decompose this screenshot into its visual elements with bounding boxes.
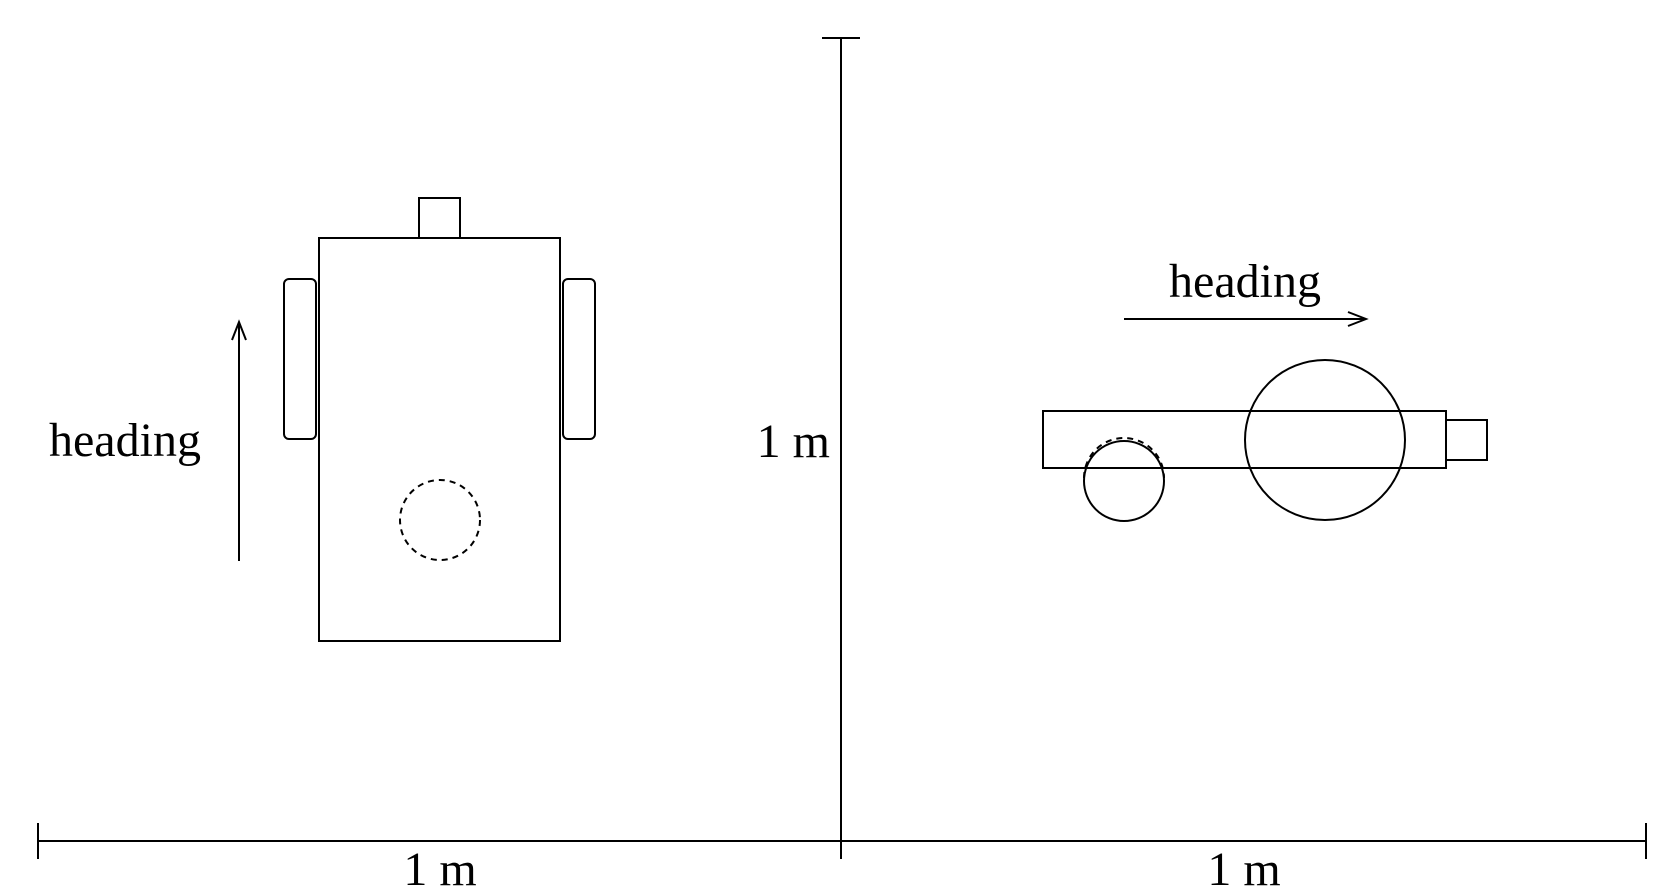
caster-wheel-hidden-arc bbox=[1083, 437, 1165, 479]
left-wheel bbox=[283, 278, 317, 440]
horizontal-dimension-line bbox=[37, 823, 1647, 859]
heading-arrow-up bbox=[231, 319, 247, 561]
heading-arrow-right bbox=[1124, 311, 1369, 327]
side-sensor bbox=[1445, 419, 1488, 461]
robot-body bbox=[318, 237, 561, 642]
drive-wheel bbox=[1244, 359, 1406, 521]
vertical-dimension-label: 1 m bbox=[757, 415, 830, 468]
heading-label-right: heading bbox=[1169, 255, 1321, 308]
caster-wheel bbox=[1083, 440, 1165, 522]
caster-wheel-hidden bbox=[399, 479, 481, 561]
bottom-left-dimension-label: 1 m bbox=[403, 843, 476, 892]
right-wheel bbox=[562, 278, 596, 440]
bottom-right-dimension-label: 1 m bbox=[1207, 843, 1280, 892]
heading-label-left: heading bbox=[49, 414, 201, 467]
robot-side-view bbox=[1042, 359, 1488, 522]
front-sensor bbox=[418, 197, 461, 239]
robot-top-view bbox=[283, 197, 596, 642]
